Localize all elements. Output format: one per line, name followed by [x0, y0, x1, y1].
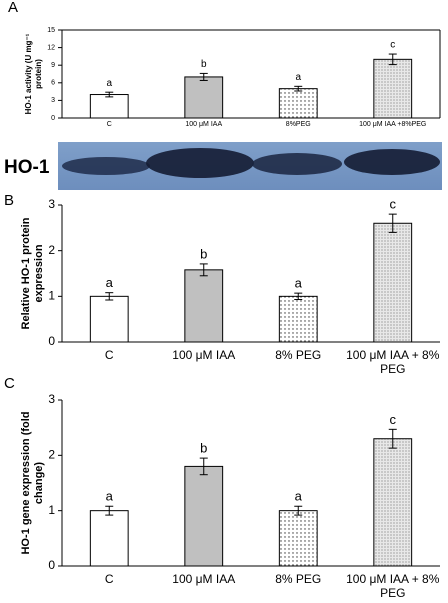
error-bar: [199, 263, 208, 277]
blot-band: [344, 149, 440, 175]
x-tick-label: 100 μM IAA + 8% PEG: [346, 572, 440, 601]
y-tick-label: 3: [48, 197, 55, 211]
significance-letter: a: [106, 275, 114, 290]
x-tick-label-box: 100 μM IAA + 8% PEG: [346, 348, 440, 377]
significance-letter: a: [295, 489, 303, 504]
x-tick-label-box: 100 μM IAA +8%PEG: [359, 121, 427, 128]
y-tick-label: 0: [48, 558, 55, 572]
significance-letter: a: [295, 72, 301, 83]
bar: [278, 88, 318, 119]
y-tick-label: 9: [51, 62, 55, 69]
x-tick-label: 100 μM IAA: [172, 572, 236, 586]
error-bar: [388, 213, 397, 233]
bar: [89, 295, 129, 343]
y-tick-label: 2: [48, 243, 55, 257]
x-tick-label: 100 μM IAA: [172, 348, 236, 362]
x-tick-label: 8% PEG: [275, 348, 322, 362]
x-tick-label-box: 100 μM IAA + 8% PEG: [346, 572, 440, 601]
significance-letter: c: [390, 40, 395, 51]
error-bar: [388, 53, 397, 66]
x-tick-label-box: 8% PEG: [275, 572, 322, 586]
significance-letter: b: [200, 441, 207, 456]
error-bar: [105, 505, 114, 516]
x-tick-label: 100 μM IAA + 8% PEG: [346, 348, 440, 377]
bar: [373, 438, 413, 567]
error-bar: [388, 428, 397, 449]
y-tick-label: 12: [47, 44, 55, 51]
y-axis-label-box: Relative HO-1 protein expression: [20, 217, 46, 330]
x-tick-label-box: 8% PEG: [275, 348, 322, 362]
x-tick-label: 100 μM IAA +8%PEG: [359, 121, 427, 128]
x-tick-label: C: [104, 348, 114, 362]
x-tick-label: 8% PEG: [275, 572, 322, 586]
error-bar: [199, 72, 208, 81]
y-axis-label-box: HO-1 gene expression (fold change): [20, 411, 46, 555]
x-tick-label: C: [106, 121, 112, 128]
error-bar: [294, 85, 303, 92]
bar: [184, 76, 224, 119]
y-axis-label: Relative HO-1 protein expression: [20, 217, 46, 330]
bar: [89, 510, 129, 567]
x-tick-label-box: 100 μM IAA: [172, 572, 236, 586]
x-tick-label: C: [104, 572, 114, 586]
y-tick-label: 0: [48, 334, 55, 348]
y-axis-label: HO-1 gene expression (fold change): [20, 411, 46, 555]
y-tick-label: 1: [48, 289, 55, 303]
significance-letter: c: [390, 197, 397, 212]
y-axis-label-box: HO-1 activity (U mg⁻¹ protein): [24, 33, 43, 115]
blot-band: [62, 157, 150, 175]
significance-letter: b: [201, 59, 207, 70]
blot-band: [252, 153, 342, 175]
y-tick-label: 3: [48, 392, 55, 406]
y-tick-label: 1: [48, 503, 55, 517]
error-bar: [105, 91, 114, 98]
significance-letter: a: [106, 489, 114, 504]
error-bar: [294, 292, 303, 301]
bar: [373, 222, 413, 343]
error-bar: [199, 457, 208, 476]
bar: [89, 94, 129, 119]
error-bar: [294, 505, 303, 516]
x-tick-label-box: C: [104, 572, 114, 586]
x-tick-label: 100 μM IAA: [185, 121, 223, 128]
significance-letter: a: [295, 276, 303, 291]
bar: [278, 295, 318, 343]
panel-label: A: [8, 0, 18, 16]
blot-band: [146, 148, 254, 178]
blot-label: HO-1: [4, 157, 50, 178]
significance-letter: c: [390, 412, 397, 427]
bar: [184, 465, 224, 567]
significance-letter: b: [200, 246, 207, 261]
x-tick-label-box: 100 μM IAA: [185, 121, 223, 128]
bar: [184, 269, 224, 343]
y-tick-label: 0: [51, 115, 55, 122]
x-tick-label-box: 100 μM IAA: [172, 348, 236, 362]
x-tick-label: 8%PEG: [285, 121, 311, 128]
bar: [278, 510, 318, 567]
error-bar: [105, 292, 114, 301]
panel-label: C: [4, 375, 15, 392]
y-tick-label: 15: [47, 27, 55, 34]
y-tick-label: 2: [48, 448, 55, 462]
x-tick-label-box: C: [106, 121, 112, 128]
y-tick-label: 6: [51, 80, 55, 87]
x-tick-label-box: 8%PEG: [285, 121, 311, 128]
y-axis-label: HO-1 activity (U mg⁻¹ protein): [24, 33, 43, 115]
x-tick-label-box: C: [104, 348, 114, 362]
bar: [373, 58, 413, 119]
significance-letter: a: [106, 78, 112, 89]
panel-label: B: [4, 192, 14, 209]
y-tick-label: 3: [51, 97, 55, 104]
